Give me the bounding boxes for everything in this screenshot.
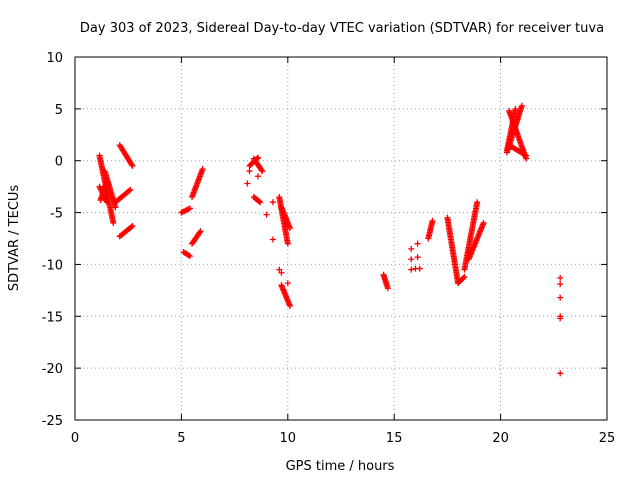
data-point xyxy=(127,186,134,193)
y-tick-label: 0 xyxy=(55,155,63,170)
y-axis-label: SDTVAR / TECUs xyxy=(7,185,22,292)
data-point xyxy=(408,256,415,263)
data-point xyxy=(521,151,528,158)
x-tick-label: 15 xyxy=(386,431,403,446)
data-point xyxy=(128,161,135,168)
data-point xyxy=(103,199,110,206)
data-point xyxy=(408,245,415,252)
x-tick-label: 20 xyxy=(492,431,509,446)
data-point xyxy=(110,219,117,226)
data-point xyxy=(286,225,293,232)
data-point xyxy=(186,253,193,260)
y-tick-label: 10 xyxy=(46,51,63,66)
data-point xyxy=(185,252,192,259)
y-tick-label: 5 xyxy=(55,103,63,118)
data-point xyxy=(278,269,285,276)
data-point xyxy=(557,274,564,281)
data-point xyxy=(199,166,206,173)
y-tick-label: -10 xyxy=(42,258,63,273)
data-point xyxy=(523,152,530,159)
data-point xyxy=(129,162,136,169)
data-point xyxy=(557,315,564,322)
data-point xyxy=(414,254,421,261)
data-point xyxy=(258,166,265,173)
data-point xyxy=(286,302,293,309)
x-axis-label: GPS time / hours xyxy=(286,459,395,474)
data-point xyxy=(416,265,423,272)
axes-frame xyxy=(74,56,608,421)
y-axis-ticks: -25 -20 -15 -10 -5 0 5 10 xyxy=(42,51,607,429)
data-point xyxy=(263,211,270,218)
x-tick-label: 25 xyxy=(599,431,616,446)
data-point xyxy=(429,217,436,224)
x-axis-ticks: 0 5 10 15 20 25 xyxy=(71,57,615,446)
data-point xyxy=(461,273,468,280)
data-point xyxy=(112,204,119,211)
data-point xyxy=(197,228,204,235)
data-point xyxy=(269,199,276,206)
data-point xyxy=(256,198,263,205)
data-point xyxy=(557,281,564,288)
data-point xyxy=(557,370,564,377)
data-point xyxy=(257,199,264,206)
data-point xyxy=(269,236,276,243)
data-point xyxy=(408,266,415,273)
x-tick-label: 0 xyxy=(71,431,79,446)
data-point xyxy=(480,219,487,226)
plot-border xyxy=(74,56,608,421)
data-points xyxy=(96,102,564,377)
data-point xyxy=(259,168,266,175)
grid-lines xyxy=(75,57,607,420)
y-tick-label: -25 xyxy=(42,414,63,429)
data-point xyxy=(474,199,481,206)
data-point xyxy=(276,266,283,273)
data-point xyxy=(460,274,467,281)
data-point xyxy=(186,205,193,212)
data-point xyxy=(414,240,421,247)
data-point xyxy=(129,223,136,230)
y-tick-label: -15 xyxy=(42,310,63,325)
x-tick-label: 10 xyxy=(280,431,297,446)
data-point xyxy=(384,285,391,292)
chart-title: Day 303 of 2023, Sidereal Day-to-day VTE… xyxy=(80,21,604,36)
data-point xyxy=(246,168,253,175)
data-point xyxy=(284,240,291,247)
data-point xyxy=(557,294,564,301)
data-point xyxy=(196,229,203,236)
data-point xyxy=(518,102,525,109)
data-point xyxy=(512,105,519,112)
y-tick-label: -20 xyxy=(42,362,63,377)
data-point xyxy=(255,173,262,180)
data-point xyxy=(126,187,133,194)
data-point xyxy=(284,280,291,287)
x-tick-label: 5 xyxy=(177,431,185,446)
data-point xyxy=(255,154,262,161)
y-tick-label: -5 xyxy=(50,207,63,222)
data-point xyxy=(244,180,251,187)
data-point xyxy=(128,223,135,230)
